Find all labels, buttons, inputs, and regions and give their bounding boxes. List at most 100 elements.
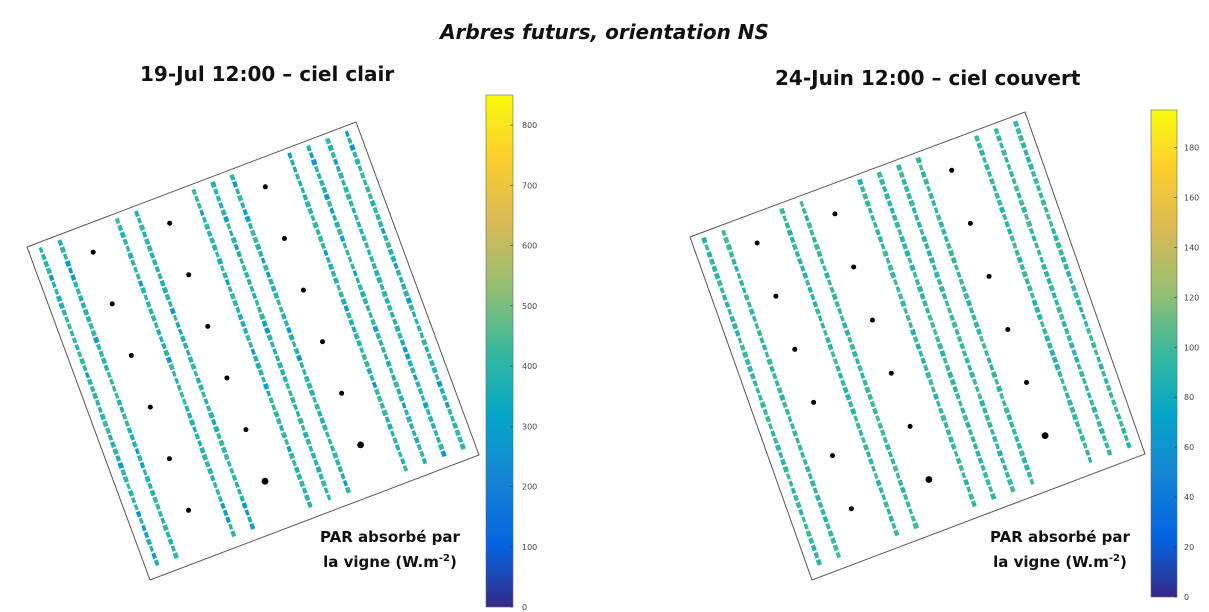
- vine-cell: [306, 382, 313, 390]
- vine-cell: [388, 367, 394, 374]
- tree-marker: [186, 507, 191, 513]
- vine-cell: [925, 371, 932, 379]
- vine-cell: [971, 314, 977, 321]
- vine-cell: [1074, 420, 1081, 428]
- vine-cell: [1011, 428, 1018, 436]
- vine-cell: [956, 335, 963, 343]
- vine-cell: [1083, 320, 1089, 328]
- vine-cell: [1068, 341, 1075, 349]
- vine-cell: [244, 509, 250, 516]
- vine-cell: [298, 480, 306, 488]
- vine-cell: [293, 466, 300, 474]
- vine-cell: [305, 438, 312, 446]
- vine-cell: [307, 207, 314, 215]
- vine-cell: [126, 427, 133, 434]
- vine-cell: [192, 426, 198, 433]
- vine-cell: [380, 227, 386, 235]
- vine-cell: [178, 328, 183, 336]
- vine-cell: [887, 264, 894, 272]
- vine-cell: [379, 283, 385, 291]
- tree-marker: [811, 399, 817, 405]
- tree-marker: [907, 423, 913, 429]
- vine-cell: [151, 258, 158, 266]
- vine-cell: [372, 325, 379, 333]
- vine-cell: [444, 401, 451, 409]
- vine-cell: [385, 360, 392, 368]
- vine-cell: [330, 151, 337, 159]
- vine-cell: [299, 361, 305, 369]
- vine-cell: [899, 235, 906, 243]
- vine-cell: [1045, 213, 1052, 221]
- vine-cell: [942, 357, 948, 364]
- vine-cell: [357, 165, 363, 172]
- vine-cell: [405, 415, 413, 423]
- vine-cell: [96, 343, 102, 351]
- vine-cell: [902, 493, 909, 501]
- vine-cell: [984, 349, 990, 357]
- vine-cell: [366, 249, 372, 256]
- vine-cell: [427, 415, 434, 423]
- vine-cell: [955, 393, 961, 400]
- vine-cell: [782, 465, 789, 473]
- vine-cell: [955, 457, 962, 465]
- vine-cell: [721, 229, 727, 237]
- vine-cell: [871, 465, 877, 472]
- vine-cell: [787, 415, 793, 423]
- vine-cell: [1078, 370, 1085, 378]
- vine-cell: [90, 329, 97, 337]
- vine-cell: [342, 242, 348, 249]
- vine-cell: [209, 474, 216, 482]
- vine-cell: [425, 408, 431, 416]
- vine-cell: [69, 330, 75, 337]
- vine-cell: [385, 241, 392, 249]
- vine-cell: [784, 222, 791, 229]
- vine-cell: [292, 166, 298, 173]
- vine-cell: [291, 340, 297, 348]
- vine-cell: [839, 315, 845, 322]
- vine-cell: [370, 318, 377, 326]
- vine-cell: [380, 346, 387, 354]
- vine-cell: [1069, 406, 1076, 414]
- vine-cell: [57, 239, 64, 247]
- vine-cell: [374, 388, 381, 396]
- vine-cell: [167, 538, 174, 546]
- vine-cell: [728, 251, 735, 258]
- vine-cell: [106, 371, 112, 379]
- vine-cell: [1091, 406, 1098, 414]
- vine-cell: [841, 322, 848, 329]
- vine-cell: [965, 299, 973, 307]
- vine-cell: [870, 214, 876, 222]
- vine-cell: [1068, 277, 1074, 285]
- vine-cell: [220, 502, 226, 510]
- vine-cell: [236, 194, 244, 202]
- vine-cell: [378, 339, 384, 347]
- vine-cell: [231, 474, 238, 482]
- vine-cell: [224, 279, 231, 286]
- vine-cell: [1020, 206, 1028, 214]
- vine-cell: [392, 437, 399, 444]
- vine-cell: [394, 325, 401, 333]
- vine-cell: [749, 372, 756, 380]
- vine-cell: [935, 400, 941, 407]
- vine-cell: [891, 214, 898, 222]
- colorbar-tick-label: 500: [522, 302, 537, 311]
- vine-cell: [186, 412, 193, 419]
- vine-cell: [257, 369, 264, 376]
- vine-cell: [249, 523, 256, 530]
- vine-cell: [872, 407, 879, 415]
- vine-cell: [165, 531, 171, 538]
- left-colorbar-label: PAR absorbé par la vigne (W.m-2): [295, 526, 485, 573]
- vine-cell: [289, 159, 296, 166]
- vine-cell: [1071, 413, 1079, 421]
- tree-marker: [281, 236, 287, 241]
- vine-cell: [337, 465, 344, 473]
- vine-cell: [230, 236, 238, 244]
- vine-cell: [354, 158, 361, 166]
- vine-cell: [146, 245, 153, 252]
- vine-cell: [390, 430, 396, 437]
- vine-cell: [174, 377, 180, 385]
- vine-cell: [908, 321, 914, 329]
- vine-cell: [376, 395, 383, 403]
- vine-cell: [254, 243, 262, 251]
- vine-cell: [1006, 163, 1012, 171]
